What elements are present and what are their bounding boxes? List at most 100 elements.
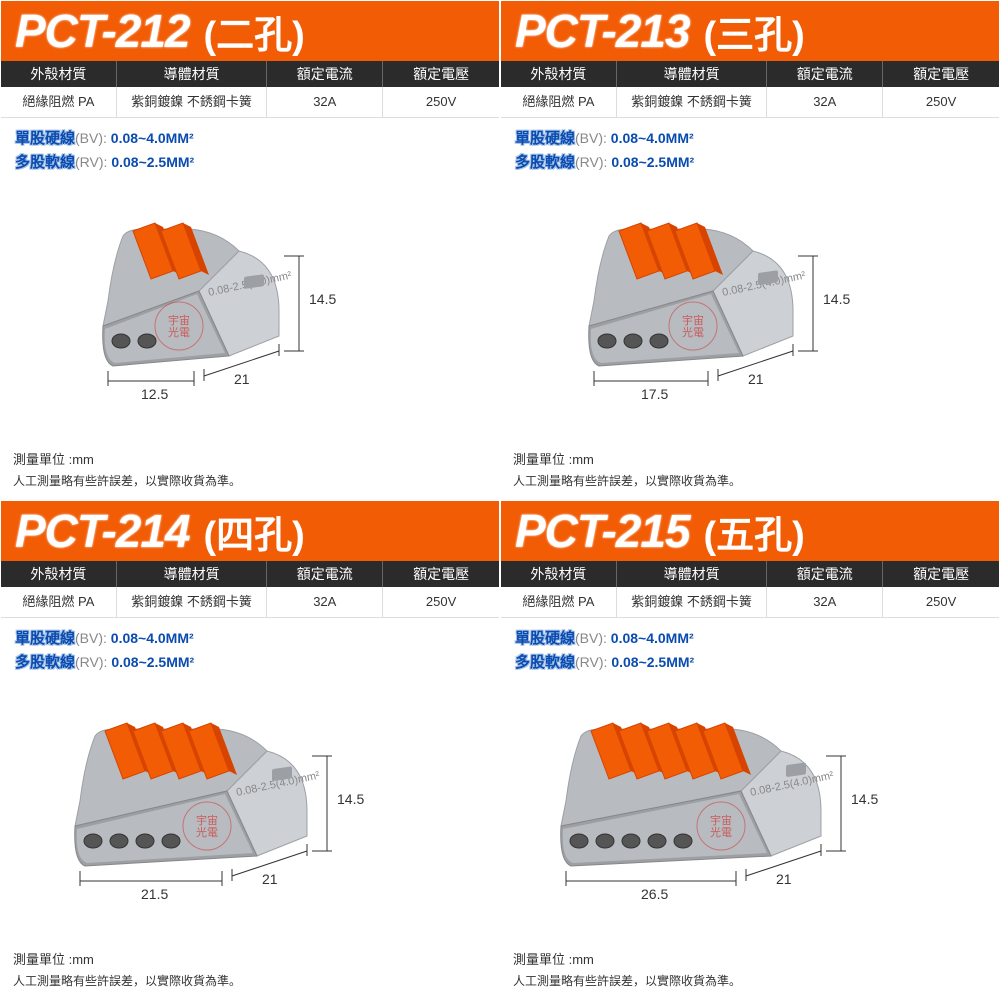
spec-header-row: 外殼材質 導體材質 額定電流 額定電壓 <box>501 561 999 587</box>
product-diagram: 0.08-2.5(4.0)mm² 宇宙 光電 14.5 21 21.5 <box>1 681 499 941</box>
title-bar: PCT-214 (四孔) <box>1 501 499 561</box>
disclaimer: 人工測量略有些許誤差，以實際收貨為準。 <box>13 972 241 989</box>
footer-notes: 測量單位 :mm 人工測量略有些許誤差，以實際收貨為準。 <box>513 449 741 489</box>
spec-header-cell: 外殼材質 <box>501 561 617 587</box>
spec-value-cell: 32A <box>767 87 883 118</box>
footer-notes: 測量單位 :mm 人工測量略有些許誤差，以實際收貨為準。 <box>13 949 241 989</box>
unit-label: 測量單位 :mm <box>513 449 741 468</box>
spec-header-cell: 額定電流 <box>767 561 883 587</box>
spec-value-cell: 32A <box>267 587 383 618</box>
footer-notes: 測量單位 :mm 人工測量略有些許誤差，以實際收貨為準。 <box>13 449 241 489</box>
svg-text:宇宙: 宇宙 <box>682 313 704 327</box>
dim-height: 14.5 <box>309 291 336 307</box>
holes-label: (三孔) <box>704 4 805 59</box>
dim-width: 21.5 <box>141 886 168 902</box>
model-id: PCT-213 <box>515 4 690 58</box>
spec-value-cell: 32A <box>267 87 383 118</box>
unit-label: 測量單位 :mm <box>513 949 741 968</box>
product-cell: PCT-215 (五孔) 外殼材質 導體材質 額定電流 額定電壓 絕緣阻燃 PA… <box>500 500 1000 1000</box>
spec-value-cell: 絕緣阻燃 PA <box>501 87 617 118</box>
product-grid: PCT-212 (二孔) 外殼材質 導體材質 額定電流 額定電壓 絕緣阻燃 PA… <box>0 0 1000 1000</box>
spec-header-cell: 額定電流 <box>767 61 883 87</box>
spec-value-cell: 32A <box>767 587 883 618</box>
wire-strand: 多股軟線(RV): 0.08~2.5MM² <box>15 651 485 672</box>
unit-label: 測量單位 :mm <box>13 949 241 968</box>
dim-width: 12.5 <box>141 386 168 402</box>
spec-value-row: 絕緣阻燃 PA 紫銅鍍鎳 不銹鋼卡簧 32A 250V <box>501 87 999 117</box>
connector-illustration: 0.08-2.5(4.0)mm² 宇宙 光電 <box>45 681 425 906</box>
wire-strand: 多股軟線(RV): 0.08~2.5MM² <box>15 151 485 172</box>
spec-header-cell: 導體材質 <box>617 61 768 87</box>
svg-text:宇宙: 宇宙 <box>196 813 218 827</box>
wire-specs: 單股硬線(BV): 0.08~4.0MM² 多股軟線(RV): 0.08~2.5… <box>501 117 999 181</box>
spec-value-cell: 250V <box>883 587 999 618</box>
spec-header-cell: 額定電壓 <box>883 61 999 87</box>
dim-length: 21 <box>748 371 764 387</box>
dim-width: 17.5 <box>641 386 668 402</box>
product-diagram: 0.08-2.5(4.0)mm² 宇宙 光電 14.5 21 12.5 <box>1 181 499 441</box>
wire-specs: 單股硬線(BV): 0.08~4.0MM² 多股軟線(RV): 0.08~2.5… <box>1 117 499 181</box>
spec-value-cell: 絕緣阻燃 PA <box>1 87 117 118</box>
dim-length: 21 <box>776 871 792 887</box>
spec-value-cell: 250V <box>883 87 999 118</box>
svg-text:光電: 光電 <box>196 825 218 839</box>
wire-solid: 單股硬線(BV): 0.08~4.0MM² <box>515 627 985 648</box>
spec-header-row: 外殼材質 導體材質 額定電流 額定電壓 <box>501 61 999 87</box>
product-diagram: 0.08-2.5(4.0)mm² 宇宙 光電 14.5 21 26.5 <box>501 681 999 941</box>
svg-text:光電: 光電 <box>168 325 190 339</box>
svg-text:宇宙: 宇宙 <box>168 313 190 327</box>
title-bar: PCT-215 (五孔) <box>501 501 999 561</box>
connector-illustration: 0.08-2.5(4.0)mm² 宇宙 光電 <box>73 181 393 406</box>
holes-label: (二孔) <box>204 4 305 59</box>
connector-illustration: 0.08-2.5(4.0)mm² 宇宙 光電 <box>559 181 909 406</box>
disclaimer: 人工測量略有些許誤差，以實際收貨為準。 <box>513 972 741 989</box>
spec-header-cell: 導體材質 <box>617 561 768 587</box>
model-id: PCT-212 <box>15 4 190 58</box>
spec-value-cell: 紫銅鍍鎳 不銹鋼卡簧 <box>117 87 268 118</box>
dim-height: 14.5 <box>823 291 850 307</box>
dim-height: 14.5 <box>337 791 364 807</box>
spec-value-row: 絕緣阻燃 PA 紫銅鍍鎳 不銹鋼卡簧 32A 250V <box>1 87 499 117</box>
dim-height: 14.5 <box>851 791 878 807</box>
svg-text:宇宙: 宇宙 <box>710 813 732 827</box>
wire-specs: 單股硬線(BV): 0.08~4.0MM² 多股軟線(RV): 0.08~2.5… <box>1 617 499 681</box>
dim-length: 21 <box>262 871 278 887</box>
disclaimer: 人工測量略有些許誤差，以實際收貨為準。 <box>13 472 241 489</box>
footer-notes: 測量單位 :mm 人工測量略有些許誤差，以實際收貨為準。 <box>513 949 741 989</box>
spec-header-cell: 額定電壓 <box>383 61 499 87</box>
spec-header-cell: 額定電壓 <box>383 561 499 587</box>
spec-value-cell: 紫銅鍍鎳 不銹鋼卡簧 <box>617 587 768 618</box>
spec-header-cell: 外殼材質 <box>501 61 617 87</box>
disclaimer: 人工測量略有些許誤差，以實際收貨為準。 <box>513 472 741 489</box>
spec-value-cell: 紫銅鍍鎳 不銹鋼卡簧 <box>617 87 768 118</box>
svg-text:光電: 光電 <box>710 825 732 839</box>
spec-value-cell: 絕緣阻燃 PA <box>1 587 117 618</box>
spec-header-cell: 外殼材質 <box>1 61 117 87</box>
product-cell: PCT-213 (三孔) 外殼材質 導體材質 額定電流 額定電壓 絕緣阻燃 PA… <box>500 0 1000 500</box>
spec-header-cell: 額定電流 <box>267 61 383 87</box>
dim-length: 21 <box>234 371 250 387</box>
wire-solid: 單股硬線(BV): 0.08~4.0MM² <box>15 627 485 648</box>
spec-header-cell: 導體材質 <box>117 561 268 587</box>
wire-specs: 單股硬線(BV): 0.08~4.0MM² 多股軟線(RV): 0.08~2.5… <box>501 617 999 681</box>
model-id: PCT-215 <box>515 504 690 558</box>
spec-header-cell: 額定電流 <box>267 561 383 587</box>
spec-value-cell: 250V <box>383 587 499 618</box>
spec-value-cell: 250V <box>383 87 499 118</box>
spec-header-cell: 導體材質 <box>117 61 268 87</box>
product-cell: PCT-214 (四孔) 外殼材質 導體材質 額定電流 額定電壓 絕緣阻燃 PA… <box>0 500 500 1000</box>
holes-label: (四孔) <box>204 504 305 559</box>
spec-header-cell: 外殼材質 <box>1 561 117 587</box>
product-diagram: 0.08-2.5(4.0)mm² 宇宙 光電 14.5 21 17.5 <box>501 181 999 441</box>
wire-strand: 多股軟線(RV): 0.08~2.5MM² <box>515 151 985 172</box>
wire-solid: 單股硬線(BV): 0.08~4.0MM² <box>15 127 485 148</box>
product-cell: PCT-212 (二孔) 外殼材質 導體材質 額定電流 額定電壓 絕緣阻燃 PA… <box>0 0 500 500</box>
spec-value-cell: 絕緣阻燃 PA <box>501 587 617 618</box>
spec-header-cell: 額定電壓 <box>883 561 999 587</box>
unit-label: 測量單位 :mm <box>13 449 241 468</box>
svg-text:光電: 光電 <box>682 325 704 339</box>
wire-solid: 單股硬線(BV): 0.08~4.0MM² <box>515 127 985 148</box>
wire-strand: 多股軟線(RV): 0.08~2.5MM² <box>515 651 985 672</box>
title-bar: PCT-213 (三孔) <box>501 1 999 61</box>
spec-header-row: 外殼材質 導體材質 額定電流 額定電壓 <box>1 561 499 587</box>
